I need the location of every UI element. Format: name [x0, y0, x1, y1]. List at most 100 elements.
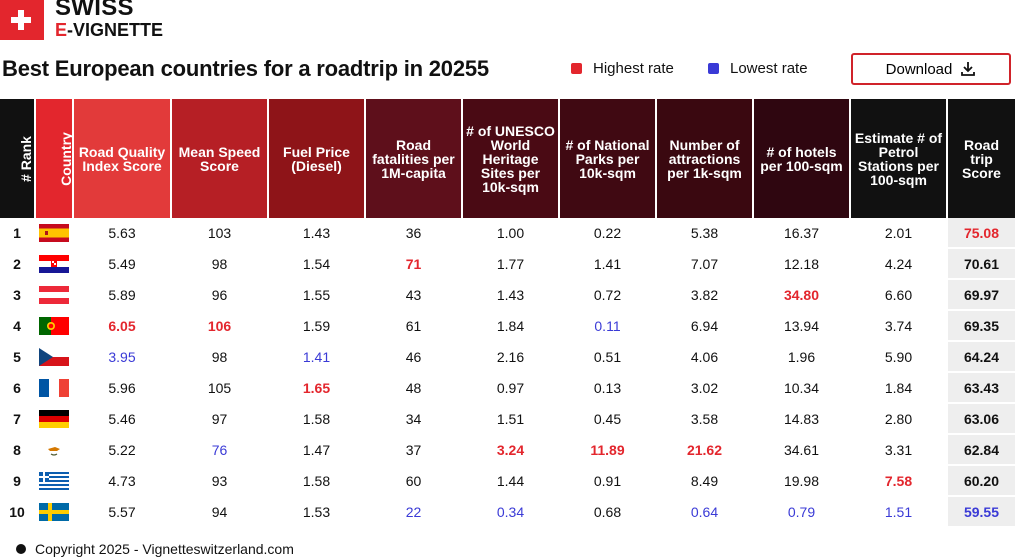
value-text: 2.80: [884, 410, 913, 427]
value-text: 46: [405, 348, 422, 365]
country-cell: [36, 373, 74, 404]
column-header-10: Estimate # of Petrol Stations per 100-sq…: [851, 99, 948, 218]
value-cell: 5.22: [74, 435, 172, 466]
value-text: 76: [211, 441, 228, 458]
value-cell: 1.58: [269, 404, 366, 435]
value-text: 21.62: [686, 441, 723, 458]
legend-highest: Highest rate: [571, 60, 674, 77]
brand-logo-text: SWISS E-VIGNETTE: [55, 0, 163, 41]
value-cell: 43: [366, 280, 463, 311]
value-cell: 97: [172, 404, 269, 435]
column-header-8: Number of attractions per 1k-sqm: [657, 99, 754, 218]
value-text: 16.37: [783, 224, 820, 241]
footer-bullet-icon: [16, 544, 26, 554]
value-cell: 96: [172, 280, 269, 311]
download-button[interactable]: Download: [851, 53, 1011, 85]
value-text: 75.08: [963, 224, 1000, 241]
value-cell: 5.57: [74, 497, 172, 528]
value-text: 1.65: [302, 379, 331, 396]
value-cell: 60.20: [948, 466, 1015, 497]
value-cell: 1.59: [269, 311, 366, 342]
value-text: 1.55: [302, 286, 331, 303]
value-text: 1.41: [302, 348, 331, 365]
value-text: 94: [211, 503, 228, 520]
swiss-cross-logo: [0, 0, 44, 40]
value-text: 5.46: [108, 410, 136, 427]
value-cell: 2.16: [463, 342, 560, 373]
column-header-label: # of National Parks per 10k-sqm: [565, 136, 650, 181]
flag-se-icon: [39, 502, 69, 521]
value-text: 3.74: [884, 317, 913, 334]
value-text: 1.47: [302, 441, 331, 458]
legend-highest-label: Highest rate: [593, 60, 674, 77]
value-cell: 3.02: [657, 373, 754, 404]
country-cell: [36, 249, 74, 280]
value-text: 69.97: [963, 286, 1000, 303]
value-cell: 48: [366, 373, 463, 404]
table-row: 1 5.63 103 1.43 36 1.00 0.22 5.38 16.37 2.01 75.08: [0, 218, 1015, 249]
table-row: 3 5.89 96 1.55 43 1.43 0.72 3.82 34.80 6.60 69.97: [0, 280, 1015, 311]
value-text: 2.16: [496, 348, 525, 365]
value-text: 1.59: [302, 317, 331, 334]
value-cell: 106: [172, 311, 269, 342]
value-text: 1.51: [884, 503, 913, 520]
value-cell: 64.24: [948, 342, 1015, 373]
value-cell: 7.07: [657, 249, 754, 280]
value-cell: 71: [366, 249, 463, 280]
rank-cell: 8: [0, 435, 36, 466]
legend-highest-swatch: [571, 63, 582, 74]
value-text: 4.24: [884, 255, 913, 272]
value-text: 8.49: [690, 472, 719, 489]
value-text: 1.54: [302, 255, 331, 272]
value-text: 3.95: [108, 348, 136, 365]
value-text: 2.01: [884, 224, 913, 241]
value-cell: 69.97: [948, 280, 1015, 311]
value-cell: 1.43: [269, 218, 366, 249]
value-cell: 2.01: [851, 218, 948, 249]
rank-cell: 7: [0, 404, 36, 435]
column-header-9: # of hotels per 100-sqm: [754, 99, 851, 218]
flag-pt-icon: [39, 316, 69, 335]
rank-cell: 10: [0, 497, 36, 528]
value-cell: 22: [366, 497, 463, 528]
value-text: 1.53: [302, 503, 331, 520]
table-row: 4 6.05 106 1.59 61 1.84 0.11 6.94 13.94 3.74 69.35: [0, 311, 1015, 342]
value-cell: 0.34: [463, 497, 560, 528]
country-cell: [36, 466, 74, 497]
column-header-6: # of UNESCO World Heritage Sites per 10k…: [463, 99, 560, 218]
value-text: 1.41: [593, 255, 622, 272]
flag-hr-icon: [39, 254, 69, 273]
value-text: 6.05: [108, 317, 136, 334]
rank-cell: 6: [0, 373, 36, 404]
value-text: 1.96: [787, 348, 816, 365]
table-row: 7 5.46 97 1.58 34 1.51 0.45 3.58 14.83 2.80 63.06: [0, 404, 1015, 435]
value-cell: 0.51: [560, 342, 657, 373]
value-text: 34: [405, 410, 422, 427]
value-text: 0.51: [593, 348, 622, 365]
value-text: 5.22: [108, 441, 136, 458]
value-cell: 5.96: [74, 373, 172, 404]
ranking-table: # Rank Country Road Quality Index Score Mea…: [0, 99, 1015, 528]
value-text: 105: [207, 379, 232, 396]
brand-line-1: SWISS: [55, 0, 134, 21]
value-text: 60: [405, 472, 422, 489]
column-header-label: Mean Speed Score: [178, 143, 261, 174]
value-text: 4.73: [108, 472, 136, 489]
value-cell: 1.84: [851, 373, 948, 404]
value-cell: 13.94: [754, 311, 851, 342]
column-header-label: Road trip Score: [962, 136, 1001, 181]
table-row: 10 5.57 94 1.53 22 0.34 0.68 0.64 0.79 1.51 59.55: [0, 497, 1015, 528]
value-cell: 34.61: [754, 435, 851, 466]
value-cell: 98: [172, 249, 269, 280]
value-text: 1.77: [496, 255, 525, 272]
value-text: 7.07: [690, 255, 719, 272]
value-text: 5.89: [108, 286, 136, 303]
value-cell: 1.65: [269, 373, 366, 404]
value-text: 61: [405, 317, 422, 334]
value-cell: 4.73: [74, 466, 172, 497]
column-header-3: Mean Speed Score: [172, 99, 269, 218]
value-text: 69.35: [963, 317, 1000, 334]
value-cell: 6.94: [657, 311, 754, 342]
legend-lowest-swatch: [708, 63, 719, 74]
value-cell: 1.58: [269, 466, 366, 497]
